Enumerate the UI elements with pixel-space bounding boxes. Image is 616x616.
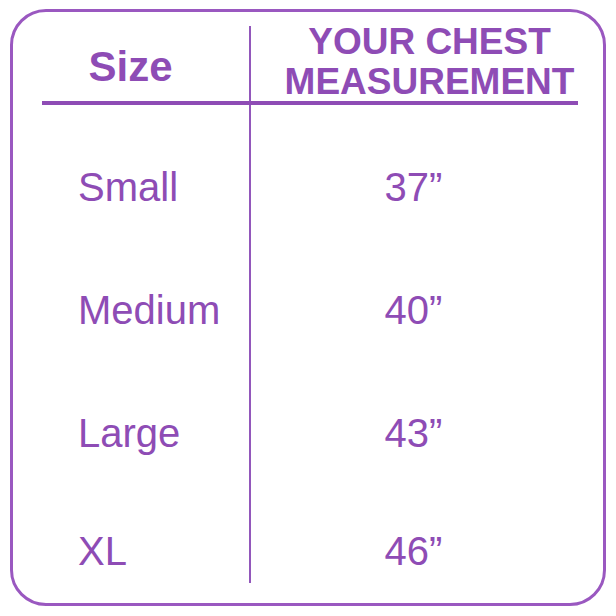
measurement-cell: 46”: [250, 527, 577, 575]
column-header-size: Size: [11, 46, 250, 88]
measurement-cell: 40”: [250, 286, 577, 334]
measurement-cell: 43”: [250, 409, 577, 457]
table-row-medium: Medium 40”: [0, 286, 616, 334]
size-cell: XL: [78, 527, 127, 575]
size-chart: Size YOUR CHEST MEASUREMENT Small 37” Me…: [0, 0, 616, 616]
size-cell: Medium: [78, 286, 220, 334]
table-row-small: Small 37”: [0, 163, 616, 211]
size-cell: Large: [78, 409, 180, 457]
table-row-large: Large 43”: [0, 409, 616, 457]
column-header-chest-measurement: YOUR CHEST MEASUREMENT: [253, 22, 606, 102]
table-row-xl: XL 46”: [0, 527, 616, 575]
measurement-cell: 37”: [250, 163, 577, 211]
size-cell: Small: [78, 163, 178, 211]
